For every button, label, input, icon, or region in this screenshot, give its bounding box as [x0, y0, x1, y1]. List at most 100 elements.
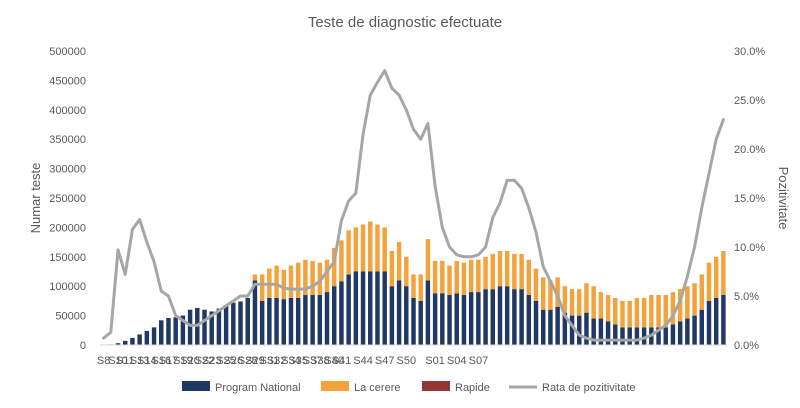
x-tick-label: S17	[159, 355, 179, 367]
bar-la-cerere	[641, 297, 647, 328]
legend-label-program-national: Program National	[215, 382, 301, 394]
x-tick-label: S23	[202, 355, 222, 367]
bar-la-cerere	[310, 260, 315, 296]
bar-program-national	[677, 321, 683, 345]
y-tick-label: 350000	[49, 134, 86, 146]
bar-la-cerere	[476, 259, 481, 293]
bar-program-national	[706, 300, 712, 345]
bar-program-national	[231, 302, 236, 345]
bar-program-national	[656, 327, 661, 345]
chart-title: Teste de diagnostic efectuate	[308, 14, 502, 31]
bar-la-cerere	[461, 262, 467, 296]
bar-la-cerere	[620, 300, 625, 328]
legend-swatch-la-cerere	[321, 381, 349, 391]
bar-la-cerere	[440, 260, 445, 294]
bar-program-national	[555, 306, 560, 345]
bar-la-cerere	[656, 295, 661, 328]
line-layer	[102, 69, 725, 342]
bar-program-national	[122, 340, 128, 345]
bar-la-cerere	[418, 274, 423, 301]
x-tick-label: S47	[375, 355, 395, 367]
x-tick-label: S11	[116, 355, 135, 367]
x-tick-label: S35	[288, 355, 308, 367]
bar-la-cerere	[339, 240, 344, 282]
bar-program-national	[425, 280, 431, 345]
bar-program-national	[663, 327, 668, 345]
x-tick-label: S34	[281, 355, 301, 367]
bar-la-cerere	[605, 295, 611, 322]
bar-la-cerere	[259, 274, 265, 301]
y-tick-label: 100000	[49, 281, 86, 293]
bar-program-national	[562, 312, 568, 345]
x-tick-label: S29	[245, 355, 265, 367]
bar-program-national	[512, 289, 517, 345]
bar-program-national	[368, 271, 373, 345]
x-tick-label: S25	[216, 355, 236, 367]
bar-la-cerere	[562, 286, 568, 313]
bar-program-national	[418, 300, 423, 345]
bar-program-national	[339, 281, 344, 345]
bar-program-national	[440, 293, 445, 345]
x-tick-label: S16	[152, 355, 172, 367]
bar-program-national	[216, 308, 222, 345]
y2-tick-label: 30.0%	[734, 46, 765, 58]
bar-program-national	[245, 297, 250, 345]
bar-la-cerere	[288, 265, 294, 298]
bar-program-national	[159, 320, 164, 345]
bar-program-national	[613, 324, 618, 345]
bar-la-cerere	[713, 256, 719, 298]
bar-program-national	[180, 315, 186, 345]
y-tick-label: 200000	[49, 222, 86, 234]
x-tick-label: S22	[195, 355, 215, 367]
bar-program-national	[389, 286, 395, 345]
x-tick-label: S50	[397, 355, 417, 367]
bar-la-cerere	[504, 250, 510, 287]
bar-program-national	[634, 327, 640, 345]
bar-la-cerere	[404, 256, 409, 287]
bar-program-national	[274, 297, 279, 345]
bar-program-national	[317, 295, 323, 345]
x-tick-label: S40	[324, 355, 344, 367]
bar-program-national	[209, 311, 214, 345]
bar-program-national	[173, 317, 178, 345]
bar-program-national	[151, 327, 157, 345]
bar-la-cerere	[598, 292, 604, 319]
bar-program-national	[526, 295, 532, 345]
bar-la-cerere	[634, 297, 640, 328]
y2-tick-label: 20.0%	[734, 144, 765, 156]
bar-program-national	[540, 309, 546, 345]
bar-program-national	[598, 318, 604, 345]
legend-swatch-rapide	[422, 381, 450, 391]
bar-program-national	[267, 297, 272, 345]
bar-la-cerere	[569, 289, 575, 316]
bar-program-national	[504, 286, 510, 345]
bar-program-national	[324, 292, 330, 345]
bar-la-cerere	[411, 274, 416, 298]
bar-program-national	[187, 309, 193, 345]
bar-program-national	[223, 305, 229, 345]
bar-la-cerere	[548, 280, 553, 310]
axes-layer: 0 50000 100000 150000 200000 250000 300000 3500…	[49, 46, 765, 367]
y2-axis-label: Pozitivitate	[776, 167, 791, 230]
bar-la-cerere	[425, 239, 431, 281]
bar-program-national	[692, 315, 697, 345]
bar-la-cerere	[454, 260, 459, 294]
x-tick-label: S26	[224, 355, 244, 367]
y-tick-label: 250000	[49, 193, 86, 205]
bar-la-cerere	[663, 295, 668, 328]
bar-la-cerere	[584, 283, 589, 313]
y-tick-label: 0	[80, 340, 86, 352]
y2-tick-label: 25.0%	[734, 95, 765, 107]
bar-program-national	[605, 321, 611, 345]
bar-la-cerere	[685, 286, 690, 319]
bar-la-cerere	[721, 250, 726, 296]
y2-tick-label: 15.0%	[734, 193, 765, 205]
bar-program-national	[137, 334, 142, 345]
legend: Program National La cerere Rapide Rata de p…	[182, 381, 636, 394]
bar-program-national	[577, 315, 582, 345]
bar-la-cerere	[526, 259, 532, 296]
bar-program-national	[411, 297, 416, 345]
bar-program-national	[713, 297, 719, 345]
bar-program-national	[115, 343, 121, 345]
bar-program-national	[360, 271, 366, 345]
